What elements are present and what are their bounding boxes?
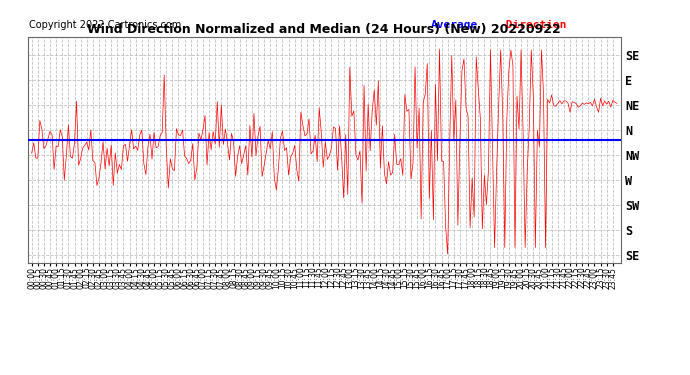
Title: Wind Direction Normalized and Median (24 Hours) (New) 20220922: Wind Direction Normalized and Median (24… [88, 23, 561, 36]
Text: Copyright 2022 Cartronics.com: Copyright 2022 Cartronics.com [29, 20, 181, 30]
Text: Average: Average [431, 20, 478, 30]
Text: Direction: Direction [500, 20, 567, 30]
